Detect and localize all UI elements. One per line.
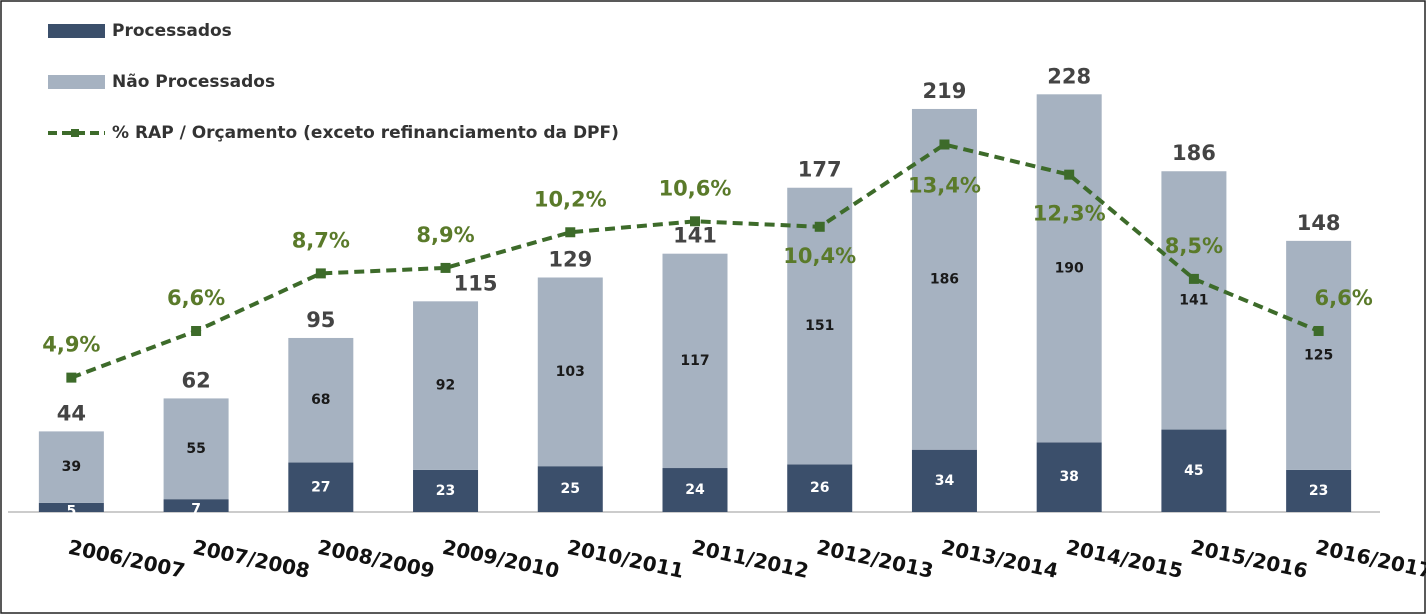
segment-label: 190 — [1055, 260, 1084, 276]
total-label: 95 — [306, 308, 335, 332]
line-marker — [690, 216, 700, 227]
bar-segment — [288, 462, 354, 512]
line-marker — [1064, 169, 1075, 180]
segment-label: 24 — [685, 482, 705, 498]
total-label: 148 — [1297, 211, 1341, 235]
bar-segment — [1036, 442, 1102, 512]
total-label: 115 — [454, 271, 498, 295]
segment-label: 5 — [66, 503, 76, 519]
line-value-label: 6,6% — [167, 286, 225, 310]
line-value-label: 8,7% — [292, 228, 350, 252]
segment-label: 186 — [930, 271, 959, 287]
bar-segment — [288, 337, 354, 463]
line-value-label: 13,4% — [908, 174, 981, 198]
segment-label: 23 — [436, 483, 455, 499]
segment-label: 55 — [186, 441, 205, 457]
x-tick-label: 2015/2016 — [1189, 535, 1310, 583]
line-marker — [1188, 273, 1199, 284]
x-tick-label: 2010/2011 — [565, 535, 686, 583]
bar-segment — [911, 449, 977, 512]
line-value-label: 6,6% — [1315, 286, 1373, 310]
line-marker — [66, 372, 77, 383]
legend-label: % RAP / Orçamento (exceto refinanciament… — [112, 123, 619, 143]
legend-swatch — [48, 75, 105, 89]
line-marker — [939, 139, 950, 150]
segment-label: 25 — [561, 481, 580, 497]
bar-segment — [1286, 469, 1352, 512]
line-value-label: 8,5% — [1165, 234, 1223, 258]
line-value-label: 10,6% — [659, 176, 732, 200]
total-label: 186 — [1172, 141, 1216, 165]
bar-segment — [1161, 171, 1227, 430]
segment-label: 151 — [805, 318, 834, 334]
x-tick-label: 2007/2008 — [191, 535, 312, 583]
bar-segment — [1036, 94, 1102, 443]
legend-swatch — [48, 24, 105, 38]
total-label: 177 — [798, 158, 842, 182]
segment-label: 92 — [436, 378, 455, 394]
segment-label: 45 — [1184, 463, 1203, 479]
segment-label: 26 — [810, 480, 829, 496]
x-tick-label: 2011/2012 — [690, 535, 811, 583]
total-label: 228 — [1047, 64, 1091, 88]
bar-segment — [1286, 240, 1352, 470]
line-series — [70, 142, 1320, 380]
x-tick-label: 2008/2009 — [316, 535, 437, 583]
line-marker — [565, 227, 576, 238]
segment-label: 68 — [311, 392, 330, 408]
bar-segment — [1161, 429, 1227, 512]
line-marker — [440, 262, 451, 273]
bar-segment — [163, 499, 229, 512]
segment-label: 125 — [1304, 347, 1333, 363]
line-marker — [814, 221, 825, 232]
bar-segment — [413, 469, 479, 512]
line-value-label: 8,9% — [416, 223, 474, 247]
line-marker — [191, 325, 202, 336]
segment-label: 38 — [1059, 469, 1078, 485]
total-label: 44 — [57, 401, 86, 425]
line-marker — [315, 268, 326, 279]
bar-segment — [163, 398, 229, 500]
line-marker — [1313, 325, 1324, 336]
x-tick-label: 2014/2015 — [1064, 535, 1185, 583]
bar-segment — [38, 502, 104, 512]
segment-label: 27 — [311, 479, 330, 495]
x-tick-label: 2012/2013 — [815, 535, 936, 583]
total-label: 219 — [923, 79, 967, 103]
total-label: 129 — [548, 248, 592, 272]
total-label: 62 — [181, 368, 210, 392]
total-label: 141 — [673, 224, 717, 248]
bar-segment — [911, 108, 977, 450]
segment-label: 7 — [191, 502, 201, 518]
legend-label: Não Processados — [112, 72, 275, 92]
segment-label: 39 — [62, 459, 81, 475]
bar-segment — [787, 187, 853, 465]
bar-segment — [662, 253, 728, 469]
bar-segment — [38, 431, 104, 503]
segment-label: 117 — [680, 353, 709, 369]
segment-label: 103 — [556, 364, 585, 380]
x-tick-label: 2006/2007 — [66, 535, 187, 583]
bar-segment — [787, 464, 853, 512]
bar-segment — [413, 301, 479, 470]
bar-segment — [537, 277, 603, 467]
bar-segment — [537, 466, 603, 512]
x-tick-label: 2013/2014 — [939, 535, 1060, 583]
segment-label: 141 — [1179, 292, 1208, 308]
bar-segment — [662, 468, 728, 512]
line-value-label: 10,2% — [534, 187, 607, 211]
segment-label: 34 — [935, 473, 955, 489]
segment-label: 23 — [1309, 483, 1328, 499]
line-value-label: 12,3% — [1033, 202, 1106, 226]
legend-label: Processados — [112, 21, 232, 41]
legend-marker — [71, 129, 79, 137]
line-value-label: 10,4% — [783, 244, 856, 268]
line-value-label: 4,9% — [42, 333, 100, 357]
x-tick-label: 2016/2017 — [1313, 535, 1426, 583]
x-tick-label: 2009/2010 — [440, 535, 561, 583]
